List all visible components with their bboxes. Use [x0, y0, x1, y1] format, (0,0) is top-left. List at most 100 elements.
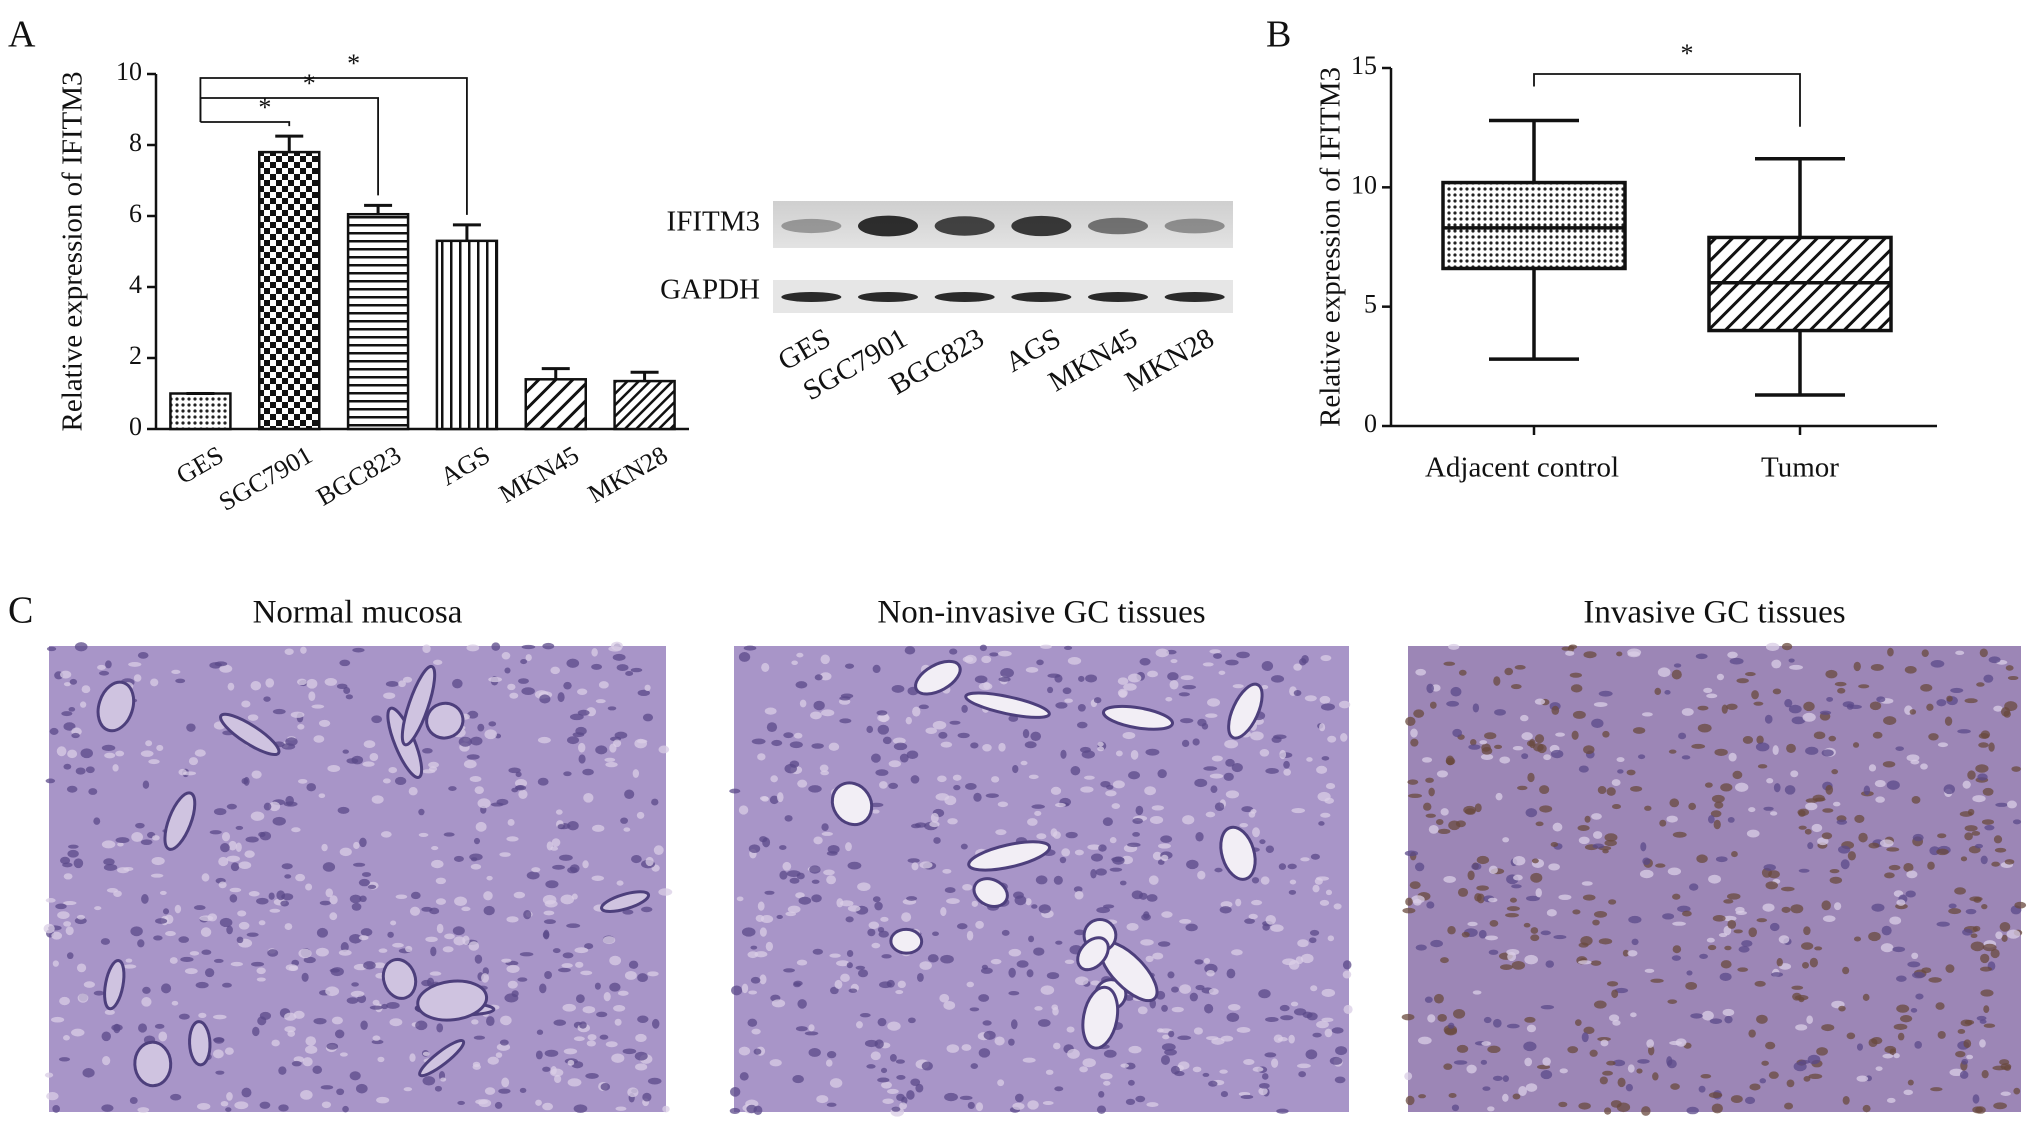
tissue-cell	[1117, 688, 1128, 698]
tissue-cell	[542, 1102, 554, 1111]
tissue-cell	[1572, 909, 1581, 915]
tissue-cell	[1921, 967, 1932, 974]
tissue-cell	[1707, 944, 1717, 951]
tissue-cell	[353, 841, 360, 850]
tissue-cell	[1930, 659, 1945, 668]
tissue-cell	[256, 977, 266, 982]
tissue-cell	[316, 927, 328, 938]
tissue-cell	[1825, 669, 1838, 679]
tissue-cell	[339, 1052, 348, 1057]
tissue-cell	[766, 722, 778, 732]
tissue-cell	[877, 724, 890, 735]
tissue-cell	[1165, 696, 1173, 702]
tissue-cell	[1194, 778, 1208, 788]
tissue-cell	[284, 1012, 297, 1021]
tissue-cell	[1896, 1004, 1910, 1013]
tissue-cell	[1193, 1027, 1203, 1035]
tissue-cell	[1523, 922, 1531, 928]
tissue-cell	[636, 739, 648, 744]
tissue-cell	[2006, 929, 2021, 939]
tissue-cell	[1569, 672, 1582, 678]
tissue-cell	[491, 642, 501, 651]
tissue-cell	[271, 1039, 280, 1047]
tissue-cell	[617, 990, 629, 996]
tissue-cell	[77, 993, 89, 1003]
tissue-cell	[845, 916, 854, 923]
tissue-cell	[1521, 753, 1529, 760]
tissue-cell	[994, 1036, 1005, 1046]
tissue-cell	[1054, 1086, 1064, 1092]
tissue-cell	[1959, 1070, 1969, 1079]
tissue-cell	[74, 642, 88, 652]
tissue-cell	[63, 900, 77, 906]
tissue-cell	[1811, 823, 1823, 833]
tissue-cell	[518, 789, 528, 800]
tissue-cell	[1765, 642, 1780, 651]
tissue-cell	[880, 916, 889, 922]
tissue-cell	[453, 855, 464, 862]
tissue-cell	[204, 968, 215, 978]
tissue-cell	[919, 961, 932, 970]
tissue-cell	[1443, 875, 1456, 883]
tissue-cell	[1093, 697, 1102, 704]
tissue-cell	[1214, 867, 1223, 873]
tissue-cell	[1723, 925, 1732, 936]
tissue-cell	[470, 736, 483, 746]
tissue-cell	[218, 856, 229, 867]
tissue-cell	[197, 1103, 211, 1110]
tissue-cell	[1654, 687, 1662, 696]
tissue-cell	[764, 890, 775, 895]
tissue-cell	[1474, 803, 1482, 813]
tissue-cell	[1905, 890, 1916, 898]
tissue-cell	[226, 1092, 233, 1101]
tissue-cell	[1879, 839, 1894, 848]
tissue-cell	[912, 706, 921, 717]
tissue-cell	[1709, 1018, 1723, 1024]
tissue-cell	[1258, 989, 1271, 999]
tissue-cell	[1853, 661, 1861, 672]
tissue-cell	[352, 647, 365, 653]
tissue-cell	[331, 1016, 343, 1025]
tissue-cell	[1203, 958, 1211, 964]
tissue-cell	[605, 1041, 618, 1048]
tissue-cell	[104, 1009, 115, 1015]
tissue-cell	[1862, 993, 1870, 1001]
tissue-cell	[1981, 903, 1988, 910]
tissue-cell	[614, 731, 628, 739]
tissue-cell	[624, 970, 637, 980]
tissue-cell	[1334, 1076, 1346, 1084]
tissue-cell	[1125, 1098, 1136, 1105]
tissue-cell	[809, 865, 821, 874]
tissue-cell	[892, 737, 906, 745]
tissue-cell	[1513, 874, 1523, 881]
tissue-cell	[1980, 730, 1991, 739]
tissue-cell	[306, 678, 318, 689]
tissue-cell	[769, 795, 779, 805]
tissue-cell	[73, 858, 84, 869]
tissue-cell	[908, 1017, 916, 1024]
tissue-cell	[1766, 778, 1774, 784]
tissue-cell	[1143, 911, 1150, 919]
tissue-cell	[1476, 885, 1489, 891]
tissue-cell	[1978, 742, 1989, 748]
tissue-cell	[1781, 642, 1793, 651]
tissue-cell	[921, 1061, 933, 1071]
tissue-cell	[535, 1050, 543, 1060]
tissue-cell	[55, 903, 67, 910]
tissue-cell	[298, 948, 312, 959]
tissue-cell	[622, 909, 634, 915]
tissue-cell	[148, 759, 160, 765]
tissue-cell	[1333, 903, 1342, 910]
tissue-cell	[306, 783, 317, 792]
tissue-cell	[281, 743, 296, 750]
tissue-cell	[967, 1101, 975, 1109]
tissue-cell	[1138, 892, 1148, 900]
tissue-cell	[1561, 646, 1571, 651]
tissue-cell	[872, 896, 881, 903]
tissue-cell	[171, 669, 181, 675]
tissue-cell	[238, 921, 250, 930]
tissue-cell	[1733, 929, 1743, 934]
tissue-cell	[1026, 969, 1034, 978]
tissue-cell	[1984, 824, 1995, 831]
tissue-cell	[819, 672, 832, 681]
